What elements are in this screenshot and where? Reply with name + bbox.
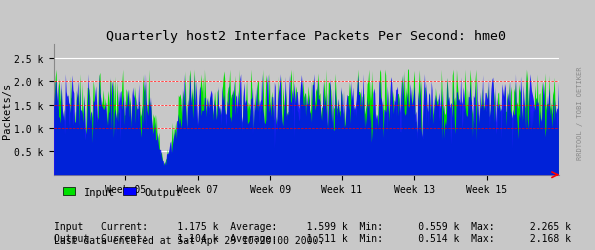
Text: Last data entered at Sat Apr 29 10:20:00 2000.: Last data entered at Sat Apr 29 10:20:00…	[54, 235, 324, 245]
Legend: Input, Output: Input, Output	[59, 183, 186, 201]
Y-axis label: Packets/s: Packets/s	[2, 82, 12, 138]
Text: Input   Current:     1.175 k  Average:     1.599 k  Min:      0.559 k  Max:     : Input Current: 1.175 k Average: 1.599 k …	[54, 221, 571, 243]
Title: Quarterly host2 Interface Packets Per Second: hme0: Quarterly host2 Interface Packets Per Se…	[107, 30, 506, 43]
Text: RRDTOOL / TOBI OETIKER: RRDTOOL / TOBI OETIKER	[577, 66, 583, 159]
